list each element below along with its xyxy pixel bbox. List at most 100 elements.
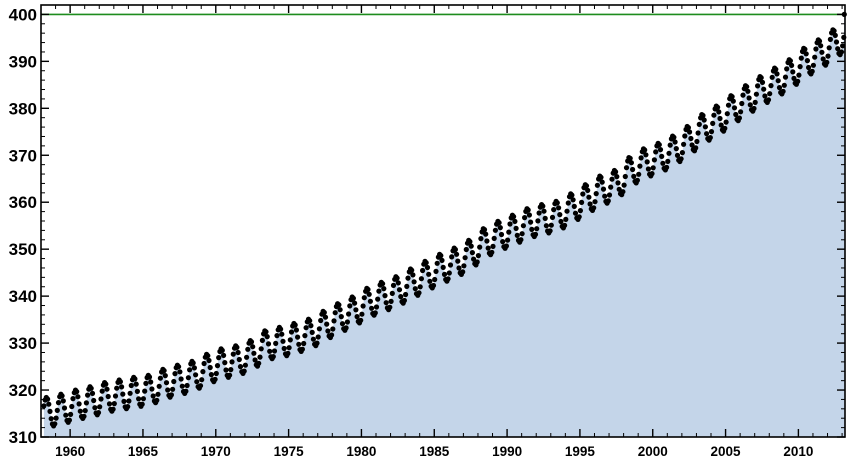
data-point bbox=[585, 187, 591, 193]
data-point bbox=[366, 291, 372, 297]
data-point bbox=[484, 238, 490, 244]
data-point bbox=[105, 393, 111, 400]
data-point bbox=[623, 165, 630, 171]
data-point bbox=[271, 348, 278, 354]
data-point bbox=[787, 58, 794, 64]
data-point bbox=[248, 339, 255, 345]
data-point bbox=[762, 93, 768, 99]
data-point bbox=[367, 298, 373, 304]
data-point bbox=[562, 222, 568, 228]
data-point bbox=[126, 398, 132, 404]
data-point bbox=[718, 122, 724, 128]
data-point bbox=[653, 149, 659, 155]
data-point bbox=[212, 376, 218, 382]
data-point bbox=[309, 329, 315, 335]
data-point bbox=[782, 74, 789, 80]
y-tick-label: 340 bbox=[9, 287, 37, 306]
data-point bbox=[824, 59, 830, 65]
data-point bbox=[656, 142, 662, 148]
data-point bbox=[835, 46, 841, 52]
data-point bbox=[638, 155, 644, 161]
data-point bbox=[63, 412, 69, 418]
data-point bbox=[411, 279, 417, 285]
data-point bbox=[200, 369, 206, 375]
data-point bbox=[389, 290, 395, 296]
data-point bbox=[352, 300, 358, 306]
data-point bbox=[256, 360, 262, 366]
data-point bbox=[66, 417, 72, 423]
data-point bbox=[265, 341, 272, 347]
data-point bbox=[549, 214, 556, 220]
data-point bbox=[500, 239, 506, 245]
data-point bbox=[270, 354, 276, 360]
data-point bbox=[541, 208, 547, 214]
data-point bbox=[717, 115, 723, 122]
data-point bbox=[440, 264, 446, 270]
data-point bbox=[60, 398, 66, 404]
data-point bbox=[477, 244, 483, 250]
plot-frame bbox=[40, 4, 846, 438]
data-point bbox=[314, 340, 320, 346]
data-point bbox=[150, 393, 156, 399]
data-point bbox=[433, 268, 439, 274]
data-point bbox=[280, 338, 286, 344]
data-point bbox=[395, 280, 401, 286]
data-point bbox=[279, 331, 285, 337]
data-point bbox=[303, 325, 309, 331]
y-tick-label: 390 bbox=[9, 52, 37, 71]
data-point bbox=[700, 112, 706, 119]
data-point bbox=[498, 231, 505, 238]
data-point bbox=[398, 294, 404, 300]
data-point bbox=[278, 326, 284, 332]
data-point bbox=[746, 95, 752, 101]
data-point bbox=[48, 416, 54, 422]
y-tick-label: 350 bbox=[9, 240, 37, 259]
data-point bbox=[121, 398, 127, 404]
data-point bbox=[163, 380, 170, 386]
data-point bbox=[438, 253, 444, 259]
data-point bbox=[85, 392, 91, 398]
data-point bbox=[273, 340, 279, 346]
data-point bbox=[242, 362, 248, 368]
data-point bbox=[119, 384, 125, 390]
data-point bbox=[390, 282, 397, 288]
data-point bbox=[41, 403, 47, 409]
data-point bbox=[630, 166, 636, 173]
data-point bbox=[178, 376, 184, 382]
x-tick-label: 2010 bbox=[783, 444, 813, 459]
data-point bbox=[252, 357, 258, 363]
data-point bbox=[70, 396, 76, 402]
data-point bbox=[803, 51, 809, 57]
data-point bbox=[120, 391, 126, 397]
data-point bbox=[53, 415, 59, 421]
data-point bbox=[733, 111, 739, 118]
data-point bbox=[679, 150, 686, 156]
data-point bbox=[98, 396, 104, 402]
data-point bbox=[496, 220, 502, 226]
data-point bbox=[258, 346, 264, 352]
data-point bbox=[665, 158, 671, 164]
data-point bbox=[826, 45, 832, 51]
data-point bbox=[257, 354, 263, 360]
data-point bbox=[715, 104, 721, 110]
data-point bbox=[361, 295, 367, 301]
data-point bbox=[832, 32, 838, 39]
data-point bbox=[627, 155, 633, 161]
area-fill bbox=[43, 14, 845, 438]
data-point bbox=[133, 381, 139, 387]
data-point bbox=[491, 235, 497, 241]
data-point bbox=[365, 286, 371, 293]
data-point bbox=[478, 236, 484, 242]
data-point bbox=[318, 317, 324, 324]
data-point bbox=[74, 389, 80, 395]
data-point bbox=[740, 92, 746, 98]
data-point bbox=[439, 257, 445, 263]
data-point bbox=[613, 169, 619, 175]
data-point bbox=[547, 228, 553, 234]
data-point bbox=[281, 345, 287, 352]
data-point bbox=[128, 382, 134, 389]
data-point bbox=[187, 367, 193, 373]
data-point bbox=[331, 318, 337, 324]
data-point bbox=[804, 58, 811, 64]
